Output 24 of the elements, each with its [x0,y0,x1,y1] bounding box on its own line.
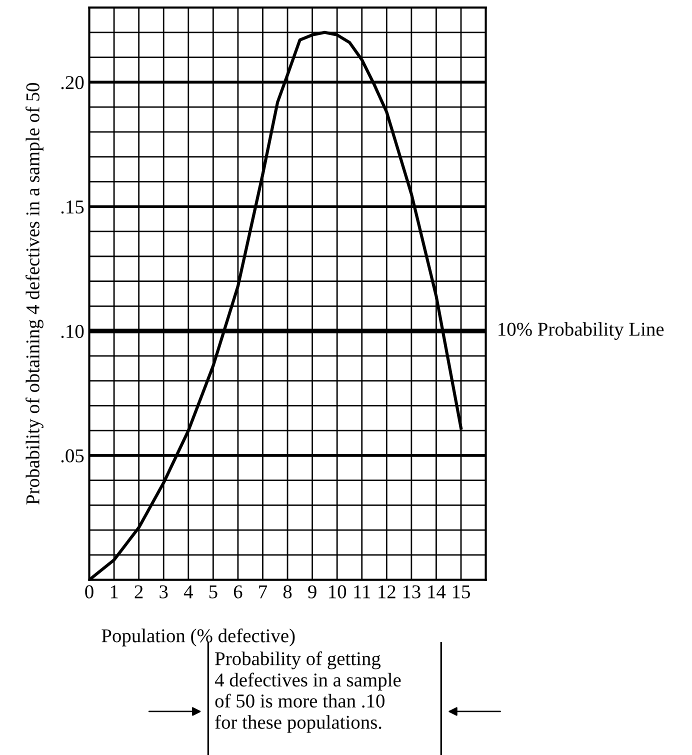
y-tick-label: .15 [61,200,84,214]
x-tick-label: 0 [85,585,94,598]
x-tick-label: 3 [160,585,168,598]
x-tick-label: 13 [403,585,420,598]
x-tick-label: 15 [452,585,470,598]
x-tick-label: 9 [308,585,316,598]
ref-line-label: 10% Probability Line [498,322,664,340]
x-tick-label: 6 [234,585,242,598]
x-tick-label: 11 [354,585,370,598]
y-tick-label: .10 [61,324,84,338]
x-tick-label: 7 [259,585,268,598]
x-tick-label: 4 [184,585,193,598]
y-tick-label: .20 [61,76,84,90]
x-tick-label: 14 [428,585,446,598]
x-tick-label: 2 [134,585,143,598]
y-tick-label: .05 [61,449,84,462]
text: Probability of getting 4 defectives in a sample of 50 is more than .10 for these populations. [214,651,401,733]
x-tick-label: 12 [378,585,396,598]
x-tick-label: 1 [110,585,118,598]
x-tick-label: 8 [283,585,292,598]
y-axis-title: Probability of obtaining 4 defectives in a sample of 50 [26,83,44,505]
x-tick-label: 10 [329,585,346,598]
x-axis-title: Population (% defective) [102,628,295,646]
x-tick-label: 5 [209,585,218,598]
